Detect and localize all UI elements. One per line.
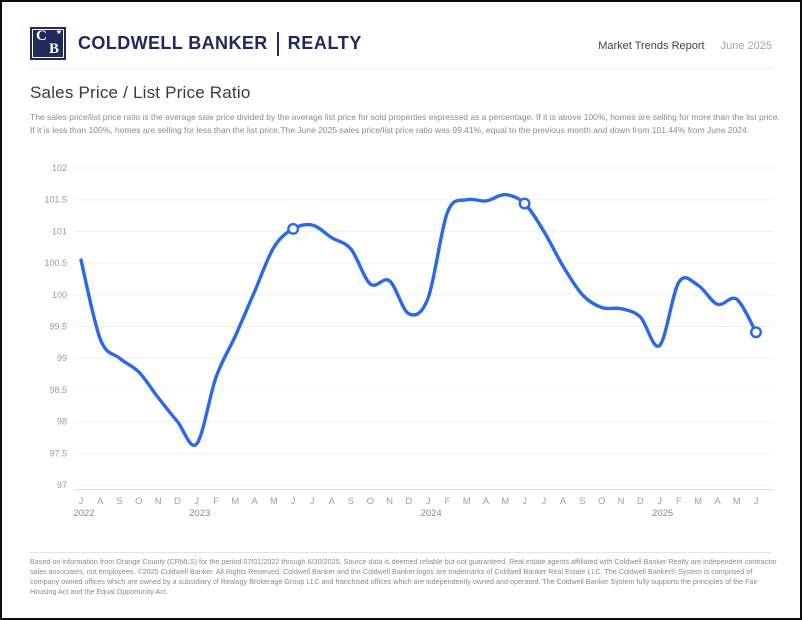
y-axis-tick-label: 97.5 (49, 448, 67, 458)
y-axis-tick-label: 101 (52, 226, 67, 236)
x-axis-month-label: F (676, 496, 682, 507)
x-axis-month-label: M (270, 496, 278, 507)
x-axis-month-label: J (291, 496, 296, 507)
logo-star-icon: ★ (55, 29, 62, 36)
x-axis-month-label: A (483, 496, 490, 507)
x-axis-month-label: A (714, 496, 721, 507)
x-axis-month-label: J (522, 496, 527, 507)
x-axis-month-label: A (329, 496, 336, 507)
cb-monogram-icon: C B ★ (30, 27, 66, 60)
logo-letter-b: B (48, 41, 59, 57)
x-axis-month-label: O (135, 496, 142, 507)
x-axis-month-label: J (754, 496, 759, 507)
x-axis-month-label: J (194, 496, 199, 507)
x-axis-month-label: M (694, 496, 702, 507)
x-axis-month-label: J (541, 496, 546, 507)
header-divider (30, 68, 772, 69)
x-axis-month-label: N (155, 496, 162, 507)
chart-description: The sales price/list price ratio is the … (30, 112, 780, 135)
ratio-chart: 102 101.5 101 100.5 100 99.5 99 98.5 98 97.5 97 J A S… (44, 163, 774, 519)
x-axis-month-label: N (618, 496, 625, 507)
y-axis-tick-label: 98.5 (49, 385, 67, 395)
price-ratio-line (79, 192, 758, 447)
y-axis-tick-label: 99 (57, 353, 67, 363)
x-axis-year-label: 2022 (73, 508, 94, 519)
x-axis-month-label: S (116, 496, 122, 507)
x-axis-month-label: M (231, 496, 239, 507)
x-axis-month-label: F (213, 496, 219, 507)
logo-letter-c: C (36, 28, 47, 44)
y-axis-tick-label: 101.5 (44, 195, 67, 205)
x-axis-month-label: A (560, 496, 567, 507)
x-axis-month-label: M (501, 496, 509, 507)
x-axis-month-label: O (367, 496, 374, 507)
header-meta: Market Trends Report June 2025 (598, 40, 772, 52)
logo-inner-border (32, 29, 64, 58)
y-axis-tick-label: 98 (57, 417, 67, 427)
y-axis-tick-label: 97 (57, 480, 67, 490)
x-axis-year-label: 2023 (189, 508, 210, 519)
footer-divider (30, 552, 772, 553)
report-label: Market Trends Report (598, 40, 705, 52)
coldwell-banker-logo: C B ★ COLDWELL BANKER REALTY (30, 27, 362, 60)
x-axis-month-label: A (97, 496, 104, 507)
brand-divider (276, 31, 279, 56)
x-axis-month-label: S (348, 496, 354, 507)
y-axis-tick-label: 100.5 (44, 258, 67, 268)
brand-name: COLDWELL BANKER (78, 33, 268, 53)
x-axis-month-label: D (637, 496, 644, 507)
footer-disclaimer: Based on information from Orange County … (30, 557, 777, 596)
x-axis-month-label: M (733, 496, 741, 507)
x-axis-month-label: J (310, 496, 315, 507)
x-axis-month-label: S (579, 496, 585, 507)
data-point-marker (750, 326, 763, 339)
x-axis-year-label: 2025 (652, 508, 673, 519)
y-axis-tick-label: 100 (52, 290, 67, 300)
data-point-marker (287, 222, 300, 235)
division-name: REALTY (287, 33, 362, 53)
x-axis-month-label: J (79, 496, 84, 507)
x-axis-month-label: J (657, 496, 662, 507)
x-axis-year-label: 2024 (421, 508, 442, 519)
page-title: Sales Price / List Price Ratio (30, 83, 251, 102)
x-axis-month-label: D (405, 496, 412, 507)
x-axis-month-label: A (251, 496, 258, 507)
x-axis-month-label: N (386, 496, 393, 507)
data-point-marker (518, 197, 531, 210)
x-axis-month-label: M (463, 496, 471, 507)
report-date: June 2025 (720, 40, 772, 52)
x-axis-month-label: J (426, 496, 431, 507)
y-axis-tick-label: 99.5 (49, 322, 67, 332)
y-axis-tick-label: 102 (52, 163, 67, 173)
x-axis-month-label: F (445, 496, 451, 507)
x-axis-month-label: D (174, 496, 181, 507)
x-axis-month-label: O (598, 496, 605, 507)
